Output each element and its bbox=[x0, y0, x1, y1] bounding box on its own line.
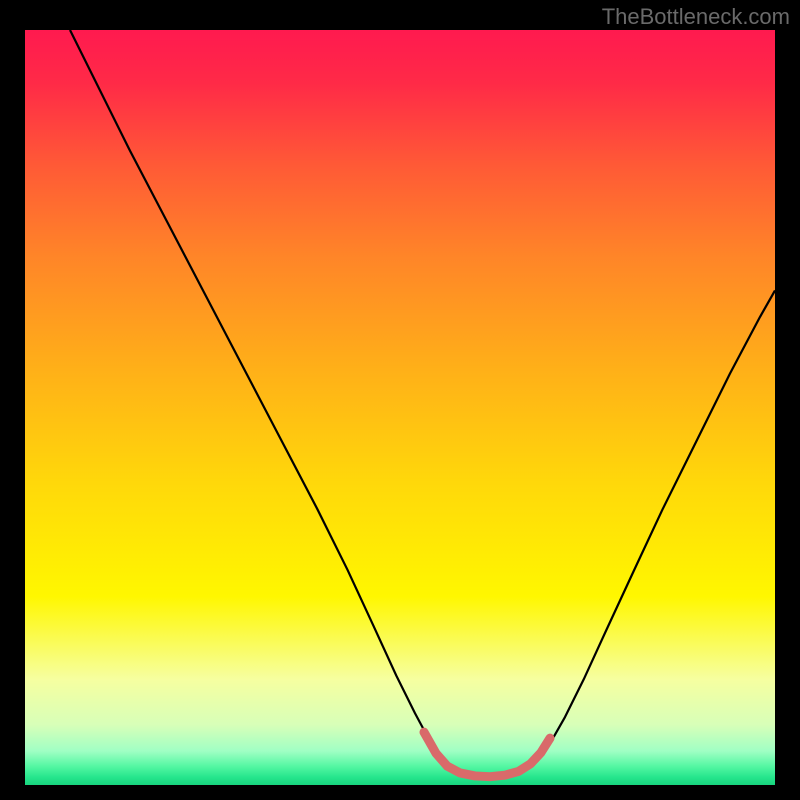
plot-area bbox=[25, 30, 775, 785]
watermark-text: TheBottleneck.com bbox=[602, 4, 790, 30]
gradient-background bbox=[25, 30, 775, 785]
chart-container: TheBottleneck.com bbox=[0, 0, 800, 800]
plot-svg bbox=[25, 30, 775, 785]
